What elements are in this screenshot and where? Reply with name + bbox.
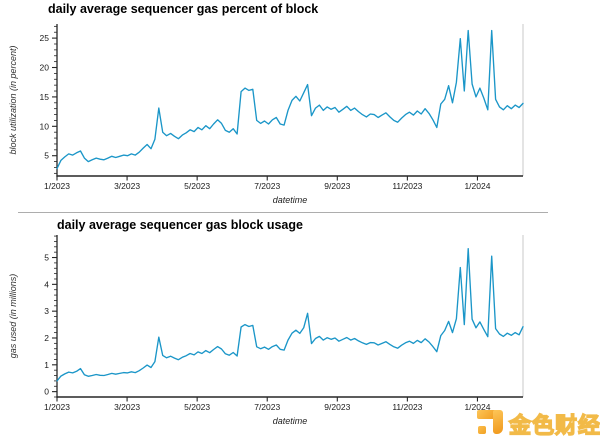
y-tick-label: 2 bbox=[44, 333, 49, 343]
data-series-line bbox=[56, 29, 524, 170]
y-tick-label: 10 bbox=[40, 121, 50, 131]
watermark: 金色财经 bbox=[476, 407, 600, 439]
y-tick-label: 25 bbox=[40, 33, 50, 43]
x-tick-label: 9/2023 bbox=[324, 402, 350, 412]
x-tick-label: 1/2023 bbox=[44, 402, 70, 412]
x-tick-label: 5/2023 bbox=[184, 402, 210, 412]
chart2-x-axis-label: datetime bbox=[272, 416, 308, 426]
y-tick-label: 15 bbox=[40, 92, 50, 102]
data-series-line bbox=[56, 248, 524, 382]
y-tick-label: 4 bbox=[44, 279, 49, 289]
x-tick-label: 11/2023 bbox=[392, 181, 422, 191]
x-tick-label: 7/2023 bbox=[254, 181, 280, 191]
y-tick-label: 20 bbox=[40, 63, 50, 73]
jinse-logo-icon bbox=[477, 409, 504, 436]
y-tick-label: 5 bbox=[44, 253, 49, 263]
x-tick-label: 3/2023 bbox=[114, 402, 140, 412]
chart2-y-axis-label: gas used (in millions) bbox=[8, 273, 18, 359]
chart1-title: daily average sequencer gas percent of b… bbox=[48, 2, 319, 16]
x-tick-label: 9/2023 bbox=[324, 181, 350, 191]
x-tick-label: 5/2023 bbox=[184, 181, 210, 191]
x-tick-label: 1/2024 bbox=[464, 402, 490, 412]
x-tick-label: 1/2024 bbox=[464, 181, 490, 191]
y-tick-label: 3 bbox=[44, 306, 49, 316]
chart1-x-axis-label: datetime bbox=[272, 195, 308, 205]
chart2-title: daily average sequencer gas block usage bbox=[57, 218, 303, 232]
x-tick-label: 11/2023 bbox=[392, 402, 422, 412]
x-tick-label: 1/2023 bbox=[44, 181, 70, 191]
panel-divider bbox=[18, 212, 548, 213]
y-tick-label: 1 bbox=[44, 360, 49, 370]
x-tick-label: 7/2023 bbox=[254, 402, 280, 412]
x-tick-label: 3/2023 bbox=[114, 181, 140, 191]
watermark-text: 金色财经 bbox=[508, 412, 600, 438]
chart1-y-axis-label: block utilization (in percent) bbox=[8, 45, 18, 155]
y-tick-label: 0 bbox=[44, 387, 49, 397]
y-tick-label: 5 bbox=[44, 151, 49, 161]
